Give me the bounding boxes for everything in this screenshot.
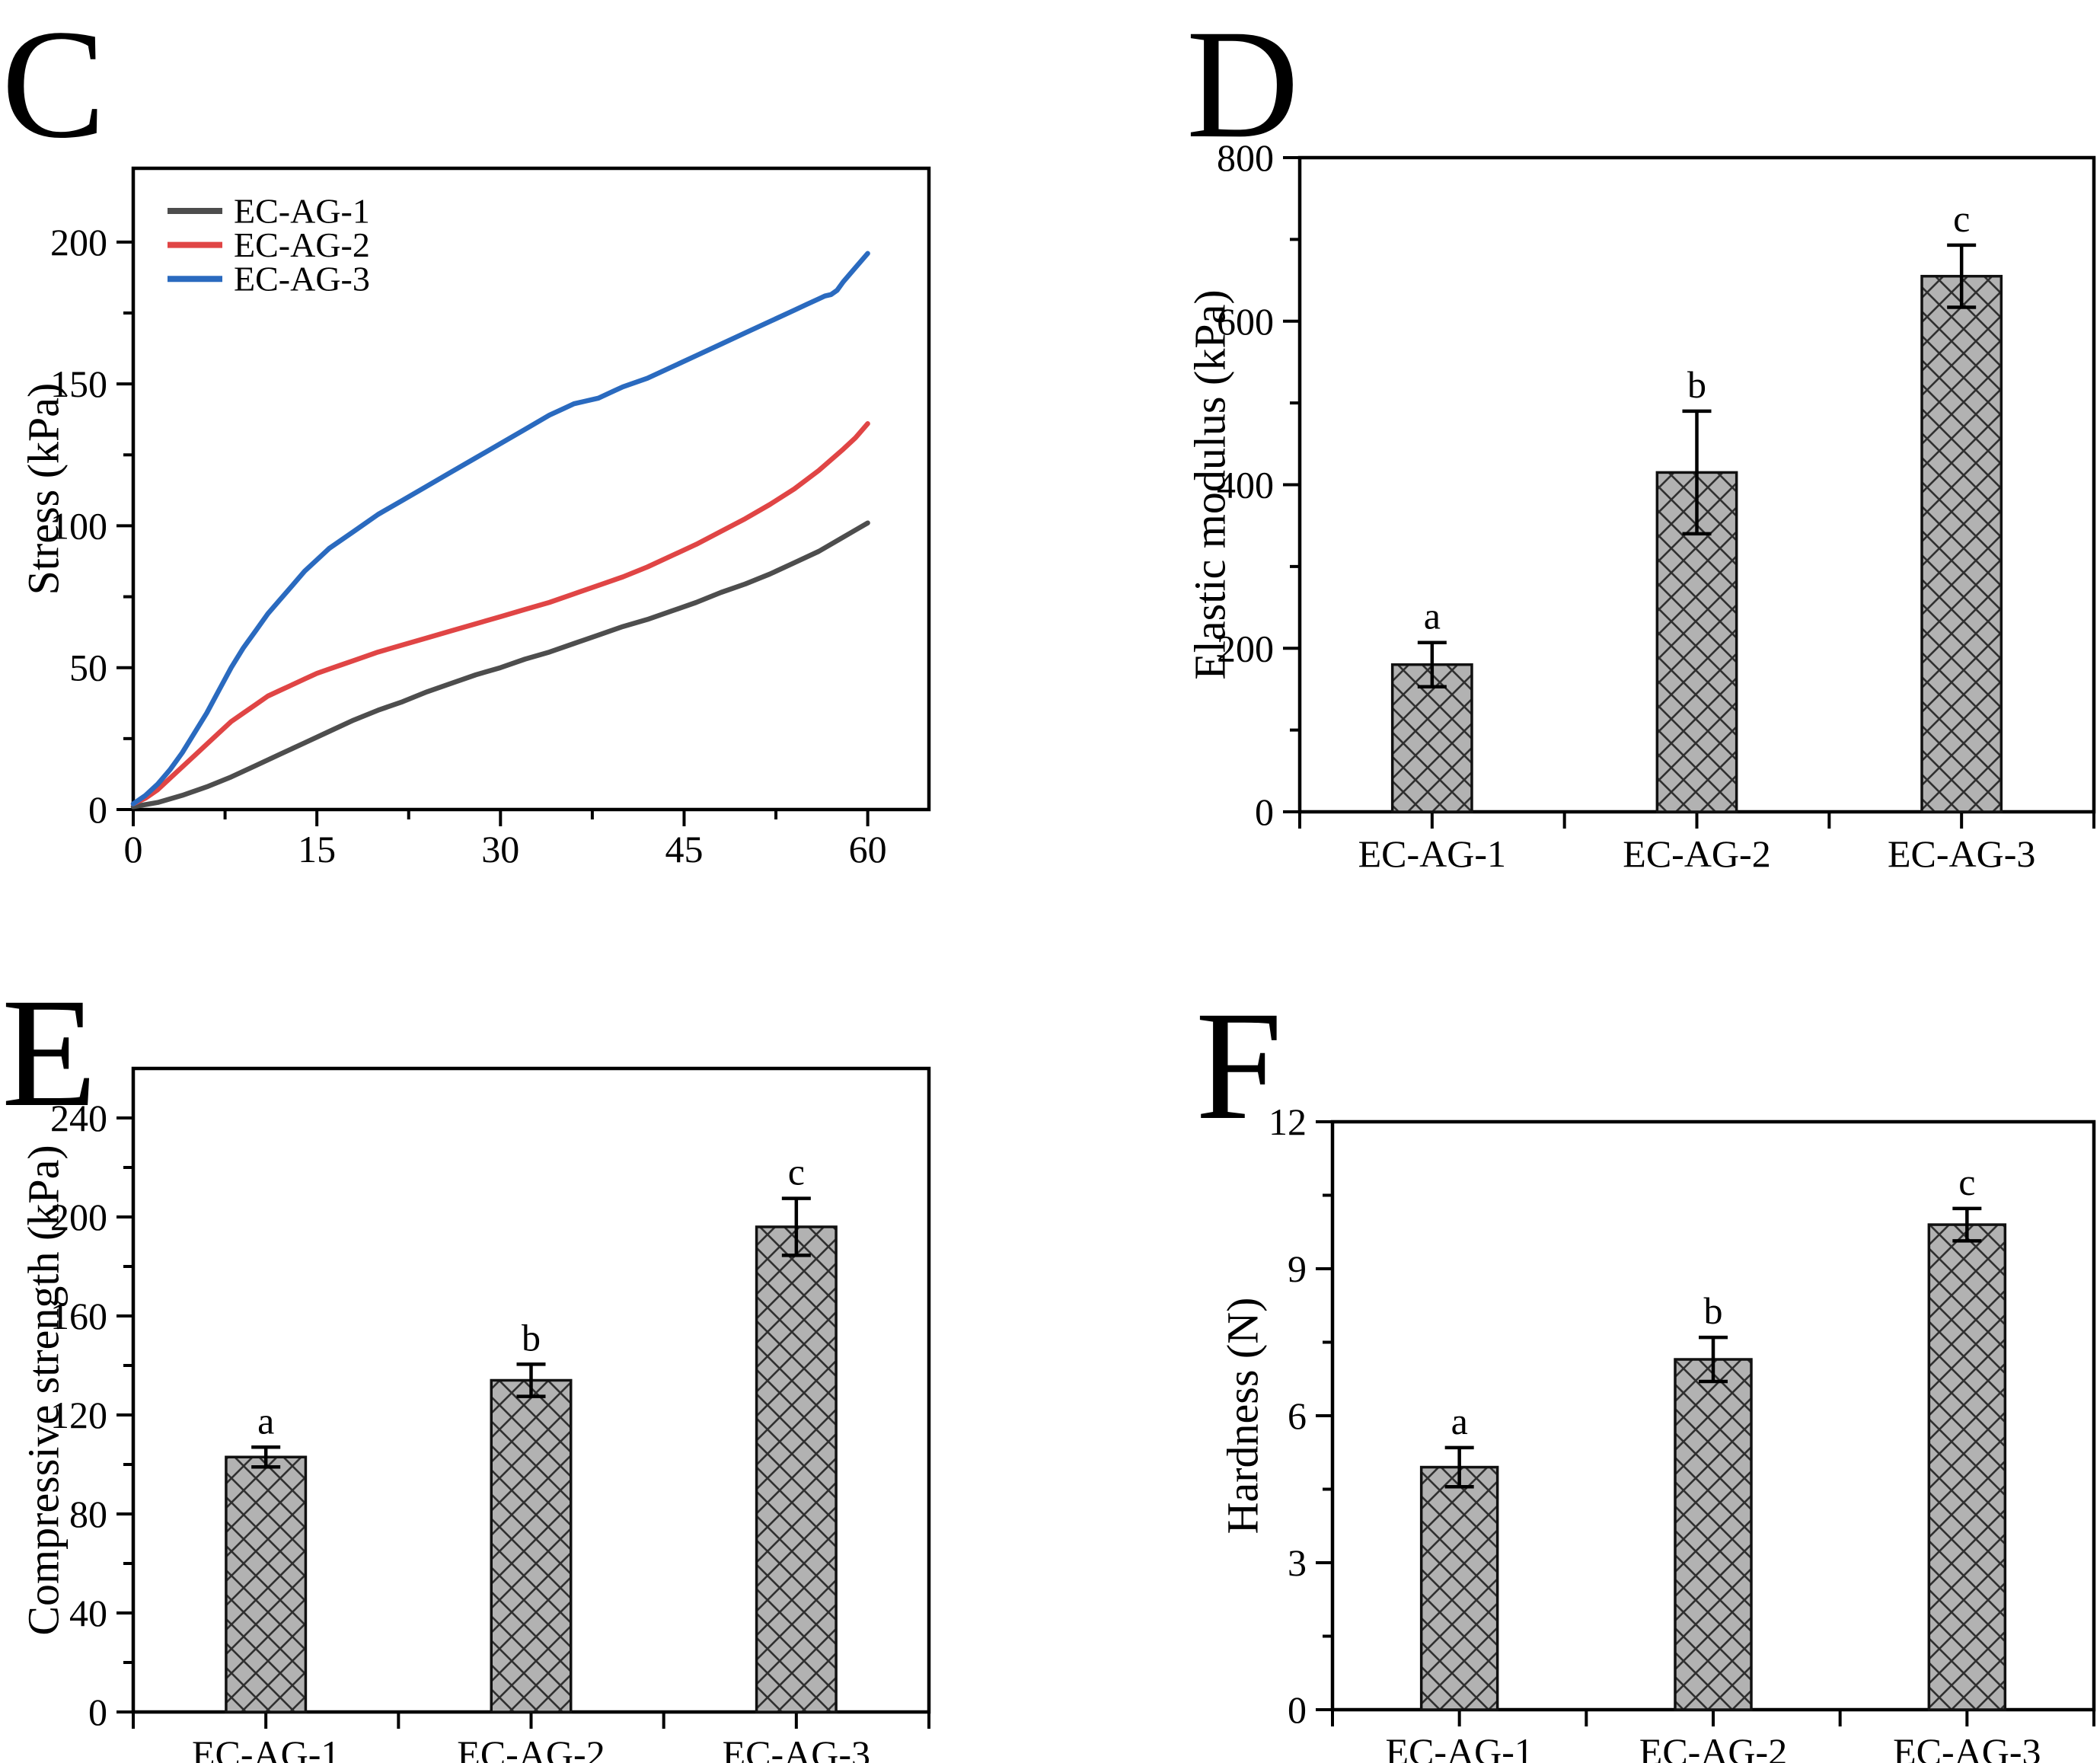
category-label: EC-AG-1 — [192, 1733, 340, 1763]
bar-ec-ag-2 — [490, 1378, 573, 1713]
category-label: EC-AG-2 — [1623, 832, 1770, 875]
x-tick-label: 15 — [298, 828, 336, 870]
category-label: EC-AG-3 — [723, 1733, 870, 1763]
panel-letter: F — [1195, 979, 1283, 1152]
bar-ec-ag-3 — [755, 1225, 838, 1713]
panel-letter: D — [1186, 0, 1300, 171]
y-axis-title: Compressive strength (kPa) — [19, 1145, 69, 1635]
y-tick-label: 240 — [50, 1097, 107, 1139]
series-line-ec-ag-1 — [130, 520, 870, 810]
significance-letter: b — [1704, 1289, 1723, 1332]
significance-letter: a — [257, 1399, 274, 1442]
y-tick-label: 0 — [88, 1691, 107, 1733]
category-label: EC-AG-1 — [1385, 1730, 1533, 1763]
significance-letter: c — [788, 1151, 805, 1193]
bar-ec-ag-1 — [225, 1455, 308, 1713]
legend-label: EC-AG-2 — [234, 225, 370, 264]
x-tick-label: 0 — [124, 828, 143, 870]
y-axis-title: Hardness (N) — [1218, 1298, 1268, 1535]
y-tick-label: 3 — [1288, 1541, 1307, 1584]
panel-letter: C — [2, 0, 106, 171]
category-label: EC-AG-1 — [1358, 832, 1506, 875]
significance-letter: c — [1953, 197, 1970, 240]
y-tick-label: 0 — [1255, 790, 1274, 833]
y-tick-label: 600 — [1217, 300, 1274, 343]
y-tick-label: 6 — [1288, 1394, 1307, 1437]
y-axis-title: Stress (kPa) — [19, 383, 69, 596]
y-tick-label: 40 — [69, 1592, 107, 1634]
panel-letter: E — [2, 966, 97, 1139]
y-tick-label: 9 — [1288, 1247, 1307, 1290]
bar-ec-ag-3 — [1927, 1223, 2007, 1711]
significance-letter: a — [1451, 1400, 1468, 1442]
y-tick-label: 12 — [1269, 1100, 1307, 1143]
panel-d: D 0 200 400 600 800 Elastic modulus (kPa) EC-A… — [1050, 0, 2100, 881]
series-line-ec-ag-2 — [130, 421, 870, 806]
bar-ec-ag-1 — [1390, 663, 1473, 813]
y-tick-label: 200 — [50, 221, 107, 263]
category-label: EC-AG-3 — [1888, 832, 2035, 875]
bar-ec-ag-3 — [1920, 274, 2003, 813]
x-tick-label: 45 — [665, 828, 703, 870]
x-tick-label: 60 — [849, 828, 887, 870]
bar-ec-ag-2 — [1674, 1358, 1753, 1711]
y-tick-label: 150 — [50, 363, 107, 405]
panel-f: F 0 3 6 9 12 Hardness (N) EC-AG-1 a EC-AG-2 b EC-A… — [1050, 881, 2100, 1763]
y-tick-label: 800 — [1217, 136, 1274, 179]
legend-label: EC-AG-1 — [234, 192, 370, 231]
y-tick-label: 160 — [50, 1295, 107, 1337]
plot-frame — [131, 166, 931, 812]
y-tick-label: 200 — [50, 1196, 107, 1238]
series-line-ec-ag-3 — [130, 251, 870, 806]
hardness-bar-chart: 0 3 6 9 12 Hardness (N) EC-AG-1 a EC-AG-2 b EC-AG-… — [1218, 1100, 2096, 1763]
compressive-strength-bar-chart: 0 40 80 120 160 200 240 Compressive strength (k… — [19, 1066, 931, 1763]
significance-letter: a — [1424, 595, 1441, 637]
panel-e: E 0 40 80 120 160 200 240 Compressive strength … — [0, 881, 1050, 1763]
y-tick-label: 120 — [50, 1394, 107, 1436]
bar-ec-ag-1 — [1419, 1465, 1499, 1711]
y-axis-title: Elastic modulus (kPa) — [1186, 289, 1235, 679]
y-tick-label: 0 — [1288, 1688, 1307, 1731]
y-tick-label: 50 — [69, 647, 107, 689]
y-tick-label: 100 — [50, 504, 107, 547]
x-tick-label: 30 — [481, 828, 519, 870]
significance-letter: c — [1958, 1161, 1975, 1203]
legend-label: EC-AG-3 — [234, 260, 370, 299]
category-label: EC-AG-2 — [1639, 1730, 1787, 1763]
y-tick-label: 0 — [88, 788, 107, 831]
y-tick-label: 200 — [1217, 627, 1274, 669]
category-label: EC-AG-2 — [457, 1733, 605, 1763]
significance-letter: b — [1687, 363, 1706, 406]
y-tick-label: 80 — [69, 1493, 107, 1535]
y-tick-label: 400 — [1217, 464, 1274, 506]
significance-letter: b — [522, 1316, 541, 1359]
category-label: EC-AG-3 — [1893, 1730, 2041, 1763]
elastic-modulus-bar-chart: 0 200 400 600 800 Elastic modulus (kPa) EC-AG-… — [1186, 136, 2096, 875]
